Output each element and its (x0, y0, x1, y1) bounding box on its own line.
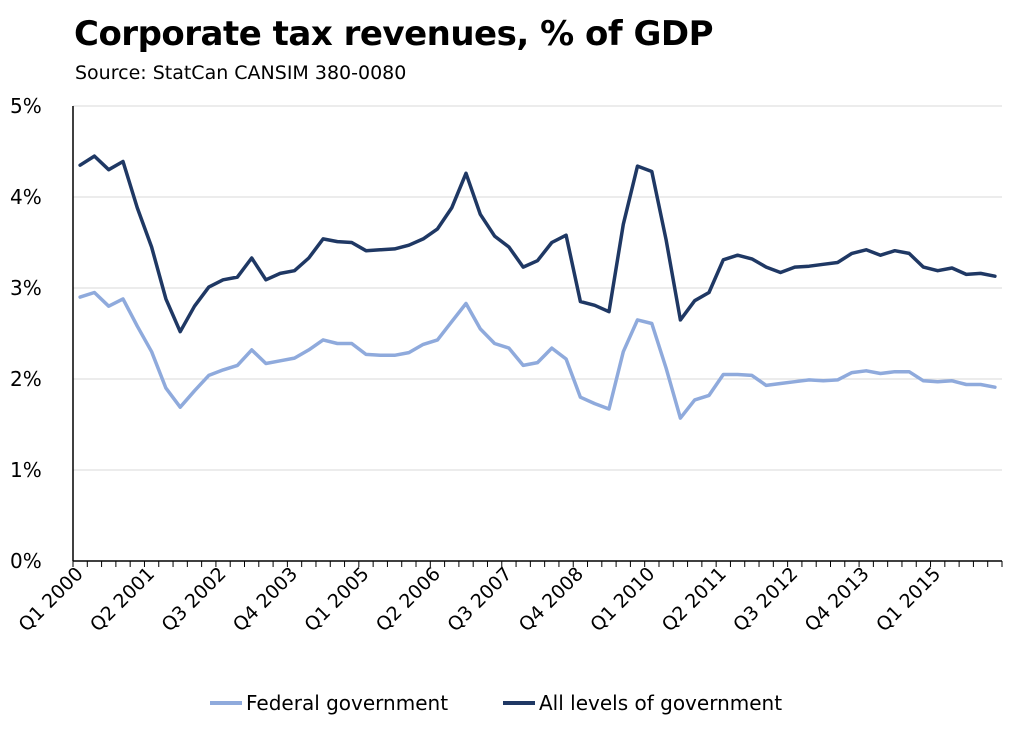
y-axis-ticks: 0% 1% 2% 3% 4% 5% (10, 94, 42, 573)
series-lines (78, 154, 997, 420)
y-tick-label: 3% (10, 276, 42, 300)
legend-label: Federal government (246, 691, 448, 715)
x-tick-label: Q1 2005 (300, 563, 373, 636)
x-tick-label: Q3 2002 (157, 563, 230, 636)
x-tick-label: Q3 2007 (443, 563, 516, 636)
x-tick-label: Q4 2008 (515, 563, 588, 636)
y-tick-label: 0% (10, 549, 42, 573)
axes (72, 106, 1003, 567)
x-tick-label: Q1 2010 (586, 563, 659, 636)
x-tick-label: Q1 2015 (872, 563, 945, 636)
series-line-all-levels-of-government (78, 154, 997, 334)
x-tick-label: Q4 2003 (229, 563, 302, 636)
series-line-federal-government (78, 290, 997, 420)
y-tick-label: 1% (10, 458, 42, 482)
legend-label: All levels of government (539, 691, 782, 715)
x-tick-label: Q2 2011 (658, 563, 731, 636)
y-tick-label: 4% (10, 185, 42, 209)
legend: Federal government All levels of governme… (210, 691, 782, 715)
x-tick-label: Q2 2001 (86, 563, 159, 636)
chart-subtitle: Source: StatCan CANSIM 380-0080 (75, 62, 407, 84)
gridlines (73, 105, 1002, 471)
x-tick-label: Q3 2012 (729, 563, 802, 636)
y-tick-label: 2% (10, 367, 42, 391)
x-tick-label: Q4 2013 (801, 563, 874, 636)
x-tick-label: Q1 2000 (15, 563, 88, 636)
chart-title: Corporate tax revenues, % of GDP (74, 14, 714, 54)
x-tick-label: Q2 2006 (372, 563, 445, 636)
y-tick-label: 5% (10, 94, 42, 118)
